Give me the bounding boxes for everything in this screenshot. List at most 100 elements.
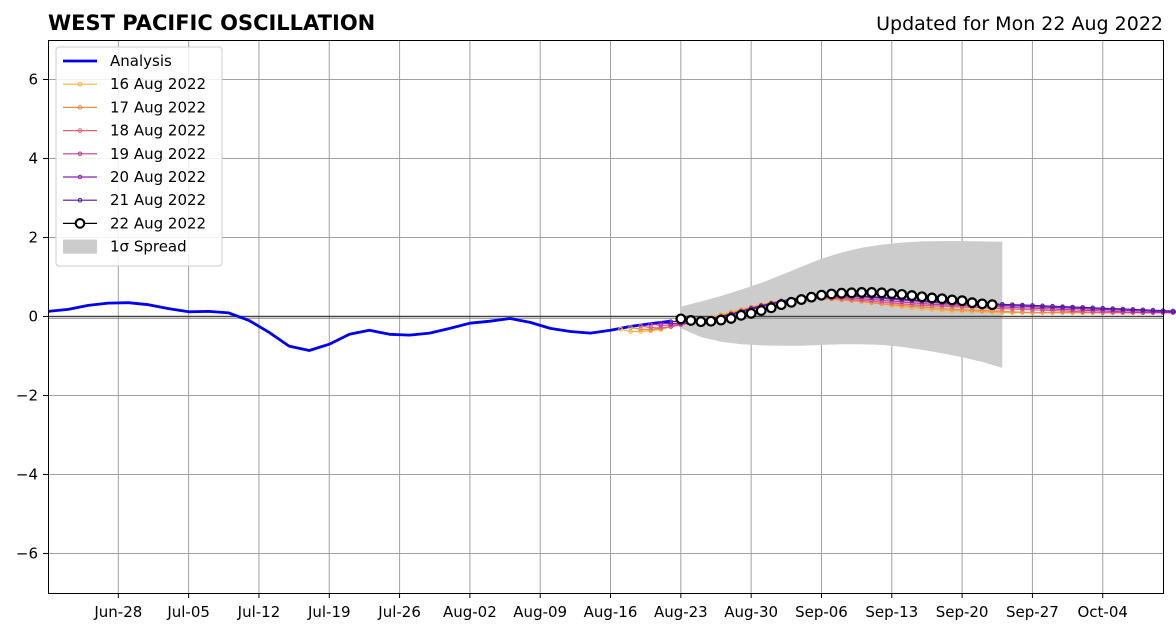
forecast-point [1020,309,1025,315]
x-tick-label: Aug-23 [654,603,708,621]
legend-label: 20 Aug 2022 [110,168,206,186]
forecast-point [846,287,858,299]
forecast-point [1030,303,1035,308]
y-tick-label: −6 [16,545,38,563]
legend-label: 22 Aug 2022 [110,214,206,232]
legend-marker [77,105,83,110]
forecast-point [675,313,687,325]
x-tick-label: Jul-12 [237,603,281,621]
forecast-point [618,326,623,332]
forecast-point [1050,303,1055,309]
forecast-point [668,321,674,326]
legend-label: 18 Aug 2022 [110,122,206,140]
forecast-point [1090,305,1095,311]
y-tick-label: −4 [16,466,38,484]
forecast-point [966,297,978,309]
y-tick-label: 6 [28,71,38,89]
forecast-point [876,287,888,299]
forecast-point [658,320,664,326]
forecast-point [705,315,717,327]
y-axis-ticks: −6 −4 −2 0 2 4 6 [16,71,48,563]
forecast-point [1140,307,1146,313]
forecast-line [670,294,1176,323]
forecast-point [1080,305,1085,310]
x-tick-label: Aug-16 [584,603,638,621]
forecast-point [1100,305,1106,311]
forecast-point [1030,310,1035,315]
forecast-point [906,290,918,301]
forecast-point [638,329,643,334]
y-tick-label: 4 [28,150,38,168]
x-tick-label: Aug-02 [443,603,497,621]
forecast-point [628,325,633,330]
forecast-point [1110,306,1116,311]
x-tick-label: Sep-13 [865,603,918,621]
legend-marker [77,174,83,180]
forecast-point [1070,304,1075,310]
forecast-point [956,295,968,307]
x-tick-label: Jul-19 [307,603,351,621]
legend-marker [77,128,83,133]
legend-marker [74,218,86,229]
x-tick-label: Sep-20 [936,603,989,621]
legend-box [55,46,223,267]
forecast-point [816,289,827,301]
forecast-point [999,301,1005,307]
forecast-point [1150,307,1156,313]
forecast-point [969,307,975,313]
chart-title: WEST PACIFIC OSCILLATION [48,11,375,35]
forecast-line [620,297,1176,333]
forecast-point [866,287,878,298]
forecast-point [1130,307,1136,312]
forecast-point [735,309,747,321]
legend-label: Analysis [110,52,172,70]
x-axis-ticks: Jun-28 Jul-05 Jul-12 Jul-19 Jul-26 Aug-02 Aug-… [93,593,1128,621]
forecast-series [675,287,998,328]
forecast-point [795,294,807,305]
analysis-line [47,301,671,352]
forecast-point [1170,308,1176,314]
plot-frame [48,40,1164,594]
x-tick-label: Sep-06 [795,603,848,621]
forecast-point [959,307,965,313]
forecast-point [1120,306,1126,312]
spread-band-layer [680,241,1003,368]
forecast-point [755,305,767,316]
forecast-point [1010,302,1015,307]
forecast-point [648,322,654,327]
x-tick-label: Jul-26 [377,603,421,621]
x-tick-label: Sep-27 [1006,603,1059,621]
forecast-point [999,309,1005,314]
legend-spread-swatch [63,239,97,254]
x-tick-label: Jul-05 [166,603,210,621]
x-tick-label: Oct-04 [1078,603,1128,621]
forecast-point [856,287,868,298]
legend-label: 17 Aug 2022 [110,98,206,116]
forecast-point [836,287,847,299]
legend-marker [77,151,83,157]
x-tick-label: Aug-30 [724,603,778,621]
forecast-point [685,315,697,326]
forecast-point [936,293,948,305]
forecast-point [886,288,898,299]
forecast-point [765,302,777,314]
forecast-point [725,313,737,324]
y-tick-label: −2 [16,387,38,405]
spread-band [680,241,1003,368]
forecast-point [638,323,643,329]
legend-label: 21 Aug 2022 [110,191,206,209]
forecast-point [745,307,757,319]
forecast-point [1060,304,1065,309]
forecast-point [775,299,787,311]
forecast-layer [618,287,1176,334]
forecast-point [896,288,908,300]
y-tick-label: 2 [28,229,38,247]
legend-label: 1σ Spread [110,238,187,256]
legend-label: 19 Aug 2022 [110,145,206,163]
legend-marker [77,197,83,203]
legend-marker [77,81,83,87]
forecast-point [826,288,837,300]
forecast-point [986,299,998,311]
forecast-point [949,307,955,312]
